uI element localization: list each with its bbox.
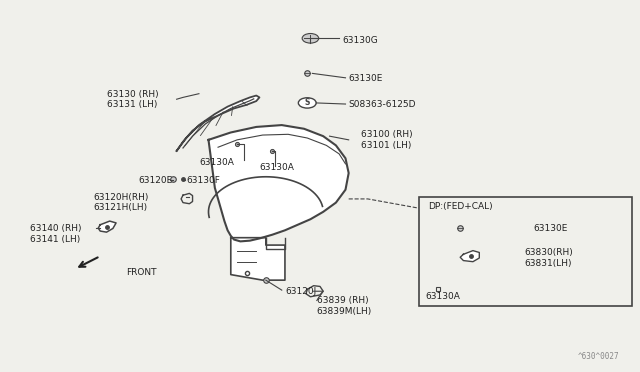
Circle shape xyxy=(298,98,316,108)
Text: 63130E: 63130E xyxy=(534,224,568,233)
Text: 63120E: 63120E xyxy=(138,176,173,185)
Text: 63130A: 63130A xyxy=(259,163,294,172)
Text: S: S xyxy=(305,99,310,108)
Text: 63130F: 63130F xyxy=(186,176,220,185)
Text: 63140 (RH)
63141 (LH): 63140 (RH) 63141 (LH) xyxy=(30,224,81,244)
Text: 63130A: 63130A xyxy=(199,157,234,167)
Text: 63130A: 63130A xyxy=(425,292,460,301)
Polygon shape xyxy=(99,221,116,232)
Polygon shape xyxy=(177,96,259,151)
Text: 63120H(RH)
63121H(LH): 63120H(RH) 63121H(LH) xyxy=(94,193,149,212)
Text: DP:(FED+CAL): DP:(FED+CAL) xyxy=(428,202,493,211)
Text: 63130 (RH)
63131 (LH): 63130 (RH) 63131 (LH) xyxy=(106,90,158,109)
Text: 63839 (RH)
63839M(LH): 63839 (RH) 63839M(LH) xyxy=(317,296,372,316)
Circle shape xyxy=(302,33,319,43)
Bar xyxy=(419,197,632,306)
Polygon shape xyxy=(231,238,285,280)
Text: 63120J: 63120J xyxy=(285,287,316,296)
Polygon shape xyxy=(209,125,349,241)
Text: 63100 (RH)
63101 (LH): 63100 (RH) 63101 (LH) xyxy=(362,130,413,150)
Text: 63130G: 63130G xyxy=(342,36,378,45)
Text: S08363-6125D: S08363-6125D xyxy=(349,100,416,109)
Text: 63130E: 63130E xyxy=(349,74,383,83)
Text: FRONT: FRONT xyxy=(125,268,156,277)
Text: 63830(RH)
63831(LH): 63830(RH) 63831(LH) xyxy=(524,248,573,268)
Text: ^630^0027: ^630^0027 xyxy=(578,352,620,361)
Polygon shape xyxy=(460,251,479,262)
